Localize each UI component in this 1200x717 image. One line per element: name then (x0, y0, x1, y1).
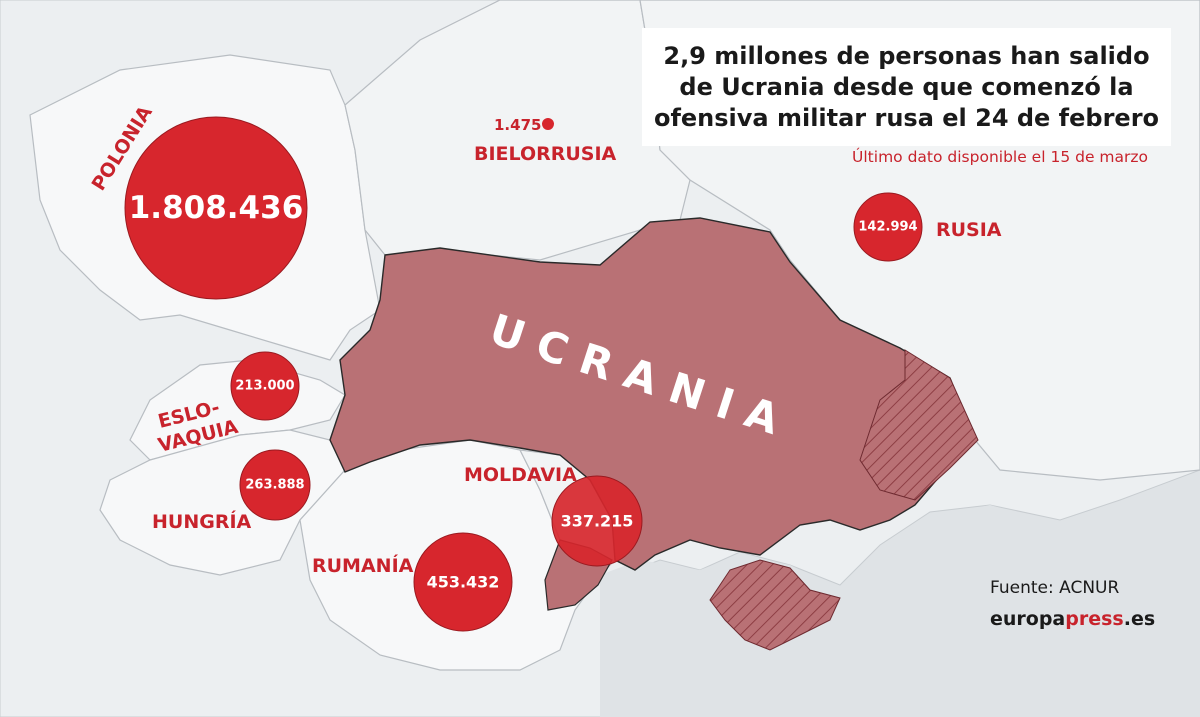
black-sea (600, 500, 1200, 717)
moldova-value: 337.215 (561, 512, 634, 531)
slovakia-bubble (230, 351, 300, 421)
belarus-label: BIELORRUSIA (474, 143, 617, 165)
brand-logo: europapress.es (990, 608, 1155, 630)
slovakia-value: 213.000 (235, 379, 294, 394)
source-credit: Fuente: ACNUR (990, 578, 1120, 598)
map-subtitle: Último dato disponible el 15 de marzo (852, 148, 1148, 166)
poland-value: 1.808.436 (129, 190, 304, 226)
poland-bubble (124, 116, 308, 300)
map-title: 2,9 millones de personas han salido de U… (653, 41, 1160, 132)
hungary-label: HUNGRÍA (152, 510, 252, 533)
hungary-bubble (239, 449, 311, 521)
moldova-label: MOLDAVIA (464, 464, 577, 486)
brand-part-europa: europa (990, 608, 1066, 630)
occupied-east-region (859, 349, 979, 501)
brand-part-press: press (1065, 608, 1124, 630)
crimea-region (709, 559, 841, 651)
hungary-value: 263.888 (245, 478, 304, 493)
belarus-bubble (542, 118, 554, 130)
russia-bubble (853, 192, 923, 262)
belarus-value: 1.475 (494, 116, 541, 134)
ukraine-shape (329, 217, 976, 571)
title-box: 2,9 millones de personas han salido de U… (642, 28, 1171, 146)
russia-value: 142.994 (858, 220, 917, 235)
romania-value: 453.432 (427, 573, 500, 592)
russia-label: RUSIA (936, 219, 1002, 241)
moldova-bubble (551, 475, 643, 567)
brand-part-es: .es (1123, 608, 1156, 630)
romania-bubble (413, 532, 513, 632)
romania-label: RUMANÍA (312, 554, 414, 577)
